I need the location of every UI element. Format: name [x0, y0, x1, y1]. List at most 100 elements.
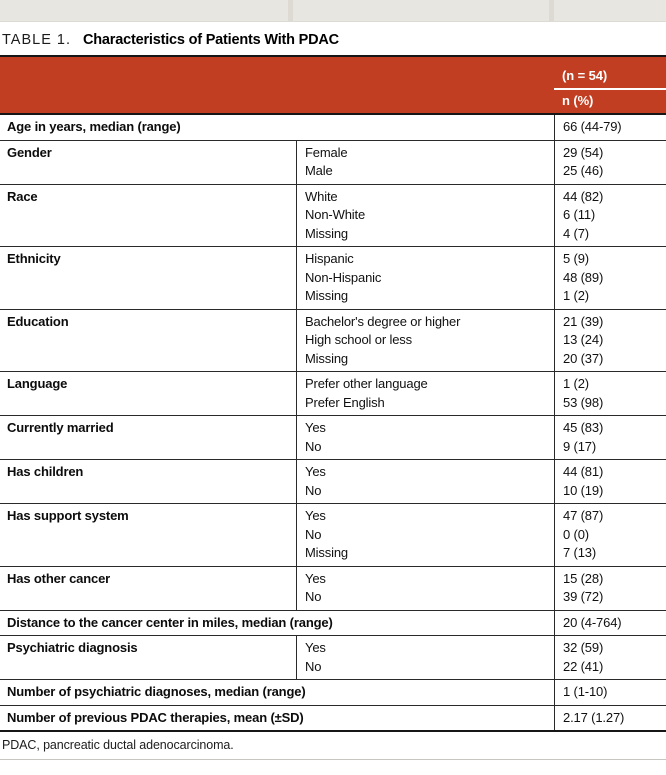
- category-label: Non-Hispanic: [305, 269, 382, 285]
- category-label: Missing: [305, 545, 349, 560]
- value: 22 (41): [563, 658, 604, 674]
- top-bar: [0, 0, 666, 22]
- row-categories: Yes No: [296, 566, 554, 610]
- table-row: Distance to the cancer center in miles, …: [0, 610, 666, 636]
- category-label: Non-White: [305, 207, 366, 222]
- row-values: 1 (2) 53 (98): [554, 372, 666, 415]
- row-values: 5 (9) 48 (89) 1 (2): [554, 247, 666, 309]
- value: 1 (2): [563, 376, 589, 391]
- row-label: Number of psychiatric diagnoses, median …: [7, 684, 306, 699]
- category-label: No: [305, 589, 322, 604]
- value: 13 (24): [563, 332, 604, 347]
- row-label: Language: [7, 376, 68, 391]
- row-label: Distance to the cancer center in miles, …: [7, 614, 333, 630]
- row-values: 47 (87) 0 (0) 7 (13): [554, 504, 666, 566]
- value: 53 (98): [563, 394, 604, 410]
- table-row: Language Prefer other language Prefer Engl…: [0, 372, 666, 416]
- category-label: High school or less: [305, 332, 412, 347]
- row-values: 2.17 (1.27): [554, 705, 666, 730]
- category-label: Female: [305, 144, 348, 160]
- table-row: Has other cancer Yes No 15 (28) 39 (72): [0, 566, 666, 611]
- table-row: Psychiatric diagnosis Yes No 32 (59) 22 (41): [0, 636, 666, 680]
- value: 29 (54): [563, 144, 604, 160]
- value: 9 (17): [563, 438, 597, 454]
- row-label: Psychiatric diagnosis: [7, 640, 138, 655]
- value: 20 (37): [563, 350, 604, 366]
- category-label: Missing: [305, 350, 349, 366]
- category-label: Yes: [305, 570, 326, 586]
- sample-size-header: (n = 54): [554, 57, 666, 90]
- category-label: Missing: [305, 225, 349, 241]
- category-label: No: [305, 482, 322, 498]
- row-categories: Prefer other language Prefer English: [296, 372, 554, 415]
- row-categories: Hispanic Non-Hispanic Missing: [296, 247, 554, 309]
- n-percent-header: n (%): [562, 93, 594, 108]
- row-categories: White Non-White Missing: [296, 184, 554, 246]
- footnote: PDAC, pancreatic ductal adenocarcinoma.: [0, 732, 666, 760]
- table-row: Number of psychiatric diagnoses, median …: [0, 680, 666, 706]
- value: 7 (13): [563, 545, 597, 560]
- category-label: Prefer English: [305, 394, 385, 410]
- row-values: 1 (1-10): [554, 680, 666, 705]
- row-label: Gender: [7, 144, 52, 160]
- row-label: Currently married: [7, 420, 114, 435]
- table-body: Age in years, median (range) 66 (44-79) Ge…: [0, 115, 666, 732]
- value: 6 (11): [563, 207, 596, 222]
- value: 25 (46): [563, 163, 604, 178]
- row-values: 29 (54) 25 (46): [554, 140, 666, 184]
- value: 48 (89): [563, 269, 604, 285]
- category-label: Yes: [305, 464, 326, 479]
- table-header-spacer: [0, 57, 554, 113]
- value: 10 (19): [563, 482, 604, 498]
- table-row: Has support system Yes No Missing 47 (87) 0 (…: [0, 504, 666, 567]
- row-label: Number of previous PDAC therapies, mean …: [7, 709, 304, 725]
- top-bar-divider: [549, 0, 554, 21]
- row-categories: Yes No: [296, 460, 554, 503]
- row-label: Education: [7, 313, 69, 329]
- row-label: Has children: [7, 464, 84, 479]
- row-values: 15 (28) 39 (72): [554, 566, 666, 610]
- value: 21 (39): [563, 313, 604, 329]
- table-row: Age in years, median (range) 66 (44-79): [0, 115, 666, 141]
- top-bar-divider: [288, 0, 293, 21]
- category-label: Prefer other language: [305, 376, 428, 391]
- value: 32 (59): [563, 640, 604, 655]
- row-categories: Yes No Missing: [296, 504, 554, 566]
- category-label: Yes: [305, 508, 326, 523]
- value: 44 (81): [563, 464, 604, 479]
- value: 4 (7): [563, 225, 589, 241]
- category-label: White: [305, 188, 338, 204]
- value: 20 (4-764): [563, 614, 622, 630]
- value: 1 (1-10): [563, 684, 608, 699]
- value: 5 (9): [563, 251, 589, 266]
- row-categories: Yes No: [296, 636, 554, 679]
- row-label: Race: [7, 188, 38, 204]
- row-label: Has support system: [7, 508, 129, 523]
- row-values: 66 (44-79): [554, 115, 666, 140]
- table-row: Currently married Yes No 45 (83) 9 (17): [0, 416, 666, 460]
- value: 0 (0): [563, 526, 589, 542]
- row-categories: Bachelor's degree or higher High school o…: [296, 309, 554, 371]
- patient-characteristics-table: (n = 54) n (%) Age in years, median (ran…: [0, 55, 666, 732]
- category-label: Bachelor's degree or higher: [305, 313, 461, 329]
- table-row: Ethnicity Hispanic Non-Hispanic Missing 5 (9…: [0, 247, 666, 310]
- category-label: Yes: [305, 640, 326, 655]
- table-row: Number of previous PDAC therapies, mean …: [0, 705, 666, 732]
- table-row: Race White Non-White Missing 44 (82) 6 (11) 4 …: [0, 184, 666, 247]
- value: 39 (72): [563, 589, 604, 604]
- table-row: Has children Yes No 44 (81) 10 (19): [0, 460, 666, 504]
- row-categories: Yes No: [296, 416, 554, 459]
- row-values: 45 (83) 9 (17): [554, 416, 666, 459]
- value: 1 (2): [563, 288, 589, 303]
- row-label: Ethnicity: [7, 251, 61, 266]
- category-label: Male: [305, 163, 333, 178]
- table-title: Characteristics of Patients With PDAC: [82, 32, 339, 48]
- row-label: Has other cancer: [7, 570, 111, 586]
- row-categories: Female Male: [296, 140, 554, 184]
- table-header-value-column: (n = 54) n (%): [554, 57, 666, 113]
- value: 45 (83): [563, 420, 604, 435]
- value: 15 (28): [563, 570, 604, 586]
- table-number: TABLE 1.: [2, 32, 71, 48]
- category-label: Hispanic: [305, 251, 354, 266]
